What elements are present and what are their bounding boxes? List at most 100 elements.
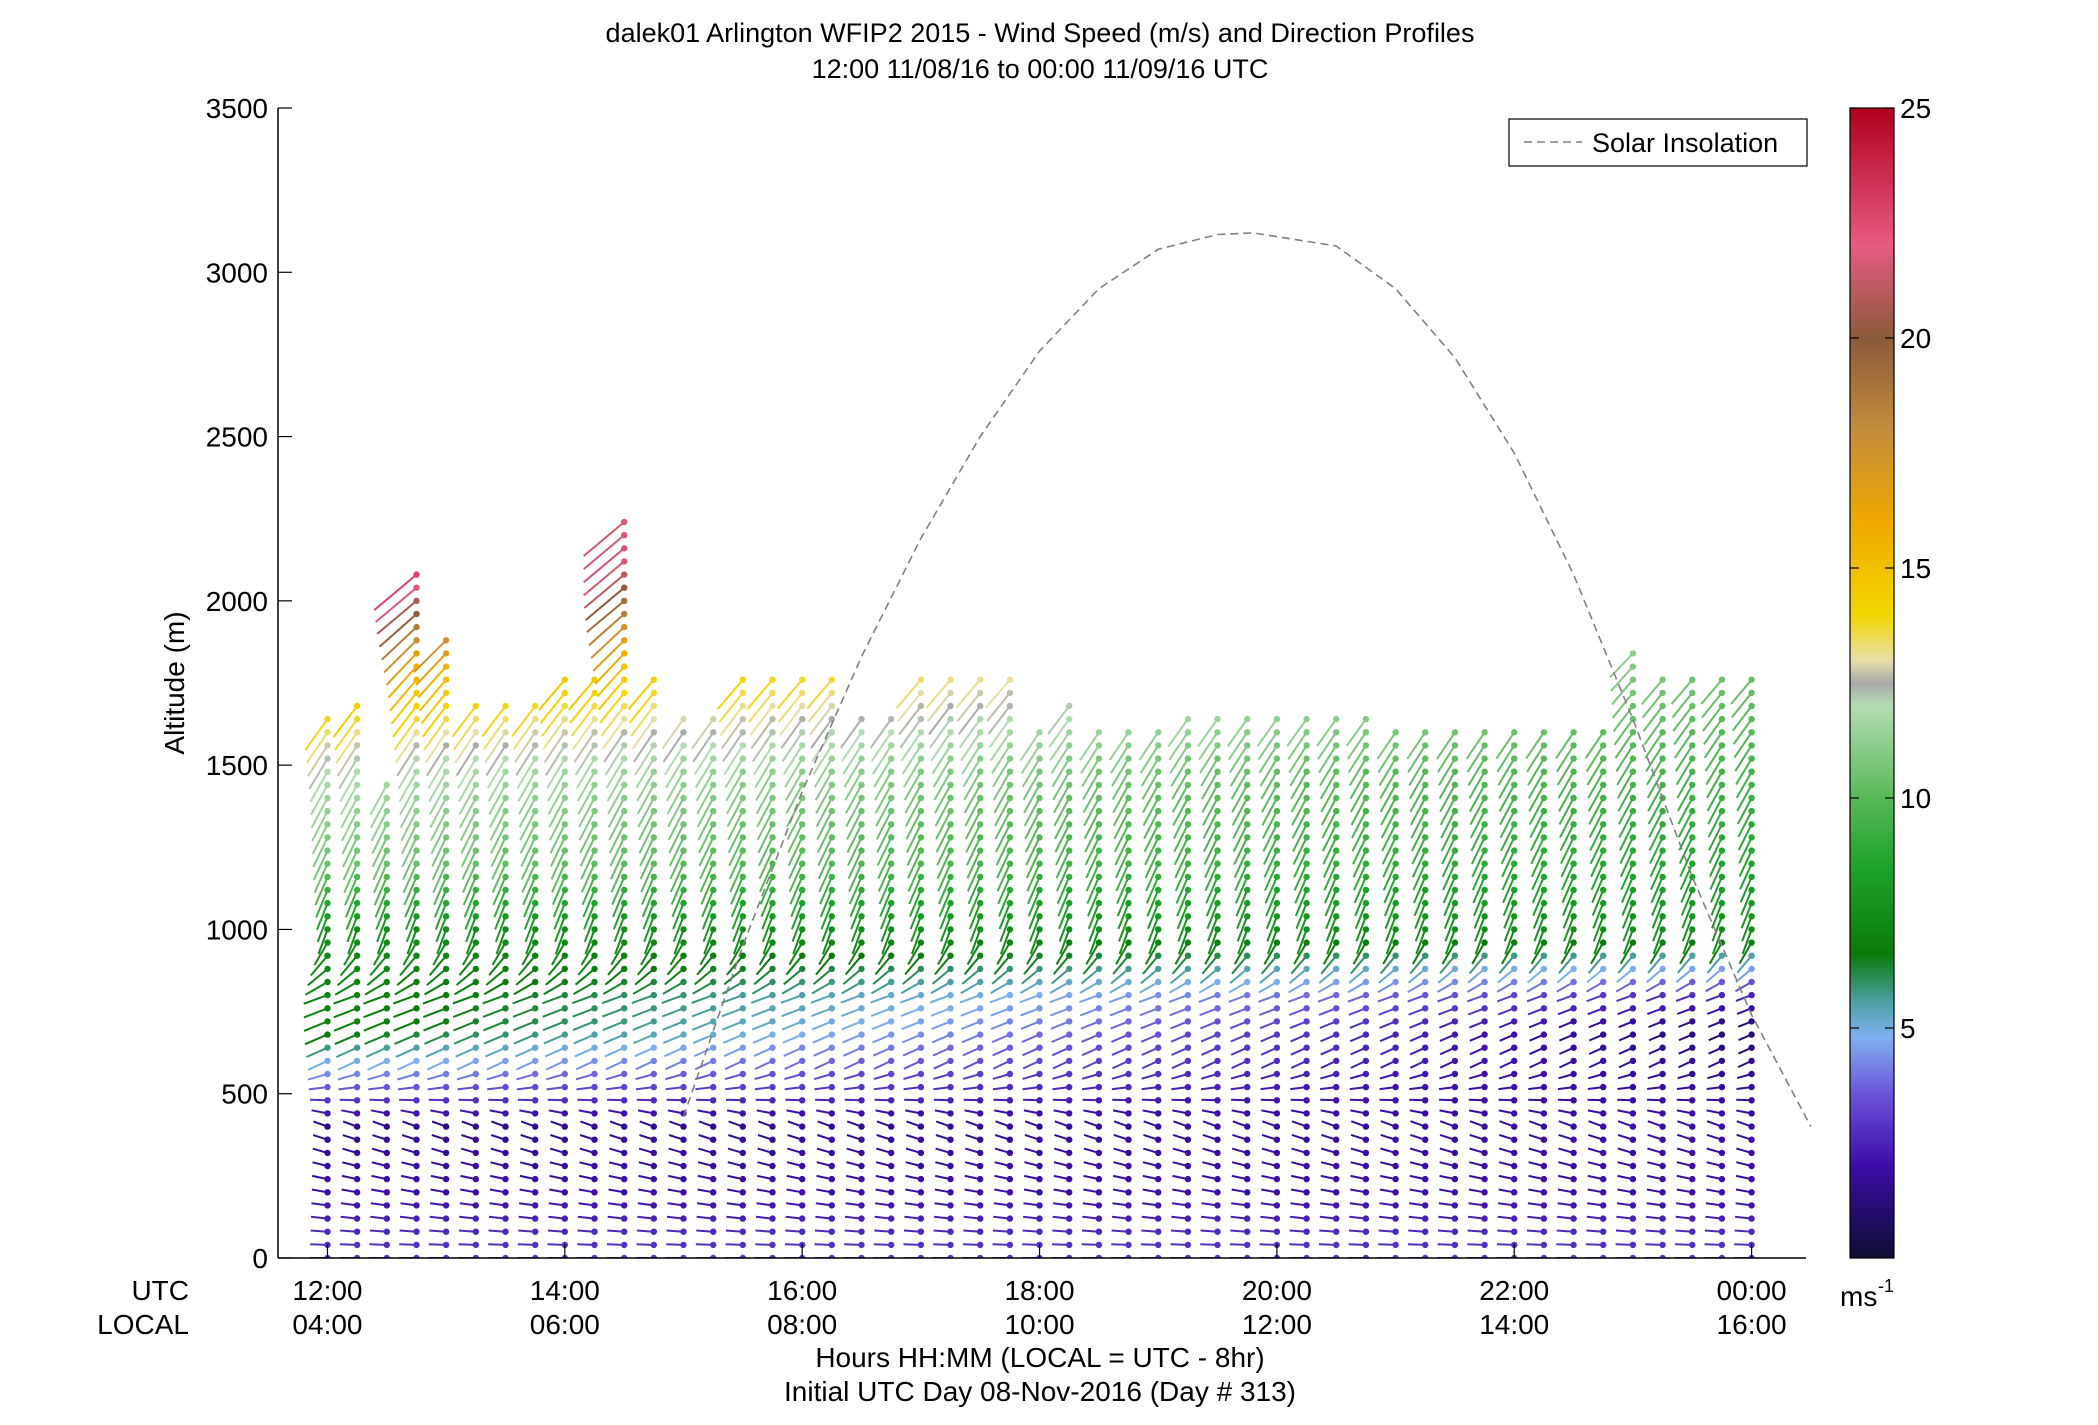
wind-barb-point — [621, 873, 628, 881]
wind-barb-point — [532, 794, 539, 802]
wind-barb-shaft — [1232, 823, 1249, 852]
wind-barb-shaft — [432, 942, 447, 966]
wind-barb-point — [1659, 768, 1666, 775]
wind-barb-point — [888, 1215, 895, 1222]
wind-barb-shaft — [1019, 731, 1041, 762]
wind-barb-shaft — [1266, 915, 1278, 942]
wind-barb-shaft — [998, 889, 1011, 917]
wind-barb-shaft — [1591, 889, 1605, 916]
wind-barb-point — [1006, 676, 1014, 683]
wind-barb-point — [532, 1202, 539, 1209]
wind-barb-point — [1718, 1005, 1726, 1012]
wind-barb-point — [532, 1018, 539, 1025]
wind-barb-shaft — [307, 1059, 328, 1071]
wind-barb-point — [947, 834, 954, 841]
wind-barb-point — [858, 715, 865, 723]
wind-barb-point — [561, 1044, 568, 1051]
wind-barb-shaft — [523, 902, 537, 930]
wind-barb-shaft — [810, 718, 833, 749]
wind-barb-point — [1629, 821, 1637, 828]
wind-barb-point — [1273, 742, 1281, 749]
wind-barb-shaft — [1171, 955, 1189, 975]
wind-barb-shaft — [672, 902, 685, 930]
wind-barb-point — [917, 781, 925, 789]
wind-barb-shaft — [1317, 994, 1337, 1003]
wind-barb-point — [1600, 1057, 1607, 1065]
wind-barb-point — [1481, 1162, 1488, 1170]
wind-barb-shaft — [512, 1020, 536, 1032]
wind-barb-point — [1184, 1110, 1192, 1117]
wind-barb-point — [1214, 1241, 1221, 1249]
wind-barb-shaft — [316, 915, 329, 943]
wind-barb-point — [650, 939, 657, 946]
wind-barb-shaft — [845, 797, 863, 827]
wind-barb-point — [1273, 1031, 1281, 1038]
wind-barb-point — [383, 1057, 390, 1065]
wind-barb-point — [1273, 1136, 1281, 1143]
wind-barb-shaft — [994, 797, 1011, 827]
wind-barb-point — [1244, 1123, 1251, 1130]
wind-barb-shaft — [420, 692, 447, 725]
wind-barb-point — [1184, 1162, 1192, 1170]
wind-barb-point — [947, 847, 954, 854]
wind-barb-shaft — [424, 981, 447, 996]
wind-barb-point — [1392, 807, 1399, 815]
wind-barb-point — [353, 729, 361, 736]
wind-barb-point — [1718, 1202, 1726, 1209]
wind-barb-point — [502, 899, 509, 907]
wind-barb-point — [710, 1110, 717, 1117]
wind-barb-point — [858, 1005, 865, 1012]
wind-barb-point — [828, 1215, 835, 1222]
wind-barb-point — [532, 1110, 539, 1117]
wind-barb-point — [1155, 1123, 1162, 1130]
wind-barb-shaft — [932, 758, 952, 788]
wind-barb-shaft — [746, 679, 774, 710]
wind-barb-point — [947, 913, 954, 920]
wind-barb-point — [1540, 1254, 1548, 1258]
wind-barb-point — [1392, 755, 1399, 762]
wind-barb-point — [828, 860, 835, 867]
x-axis-label: Hours HH:MM (LOCAL = UTC - 8hr) — [815, 1342, 1264, 1373]
wind-barb-shaft — [876, 836, 893, 866]
wind-barb-shaft — [1114, 836, 1130, 866]
wind-barb-shaft — [787, 836, 804, 867]
wind-barb-point — [502, 926, 509, 933]
wind-barb-point — [532, 873, 539, 881]
wind-barb-point — [799, 1057, 806, 1065]
wind-barb-point — [739, 1044, 746, 1051]
wind-barb-point — [1095, 873, 1103, 881]
wind-barb-point — [1362, 847, 1370, 854]
wind-barb-point — [799, 1070, 806, 1078]
wind-barb-point — [799, 689, 806, 697]
wind-barb-shaft — [1649, 942, 1664, 965]
wind-barb-point — [1748, 926, 1755, 933]
wind-barb-point — [621, 571, 628, 578]
wind-barb-point — [1422, 781, 1429, 789]
wind-barb-shaft — [1556, 981, 1575, 993]
wind-barb-shaft — [1408, 758, 1427, 787]
wind-barb-shaft — [748, 692, 774, 723]
wind-barb-point — [383, 1136, 390, 1143]
wind-barb-shaft — [1407, 981, 1426, 993]
wind-barb-point — [1244, 1031, 1251, 1038]
wind-barb-shaft — [817, 850, 833, 880]
wind-barb-point — [472, 729, 479, 736]
wind-barb-point — [1600, 926, 1607, 933]
wind-barb-shaft — [631, 1007, 655, 1018]
wind-barb-point — [710, 913, 717, 920]
wind-barb-point — [1036, 807, 1043, 815]
wind-barb-point — [1718, 1215, 1726, 1222]
wind-barb-point — [710, 1241, 717, 1249]
wind-barb-point — [1629, 834, 1637, 841]
wind-barb-point — [1095, 965, 1103, 973]
wind-barb-shaft — [728, 836, 744, 867]
wind-barb-shaft — [750, 718, 774, 749]
wind-barb-shaft — [671, 889, 685, 918]
wind-barb-point — [828, 807, 835, 815]
wind-barb-point — [621, 952, 628, 959]
wind-barb-shaft — [935, 810, 952, 840]
wind-barb-shaft — [1409, 784, 1427, 813]
wind-barb-shaft — [1441, 836, 1456, 865]
wind-barb-shaft — [1026, 863, 1041, 892]
wind-barb-shaft — [1021, 1033, 1040, 1044]
